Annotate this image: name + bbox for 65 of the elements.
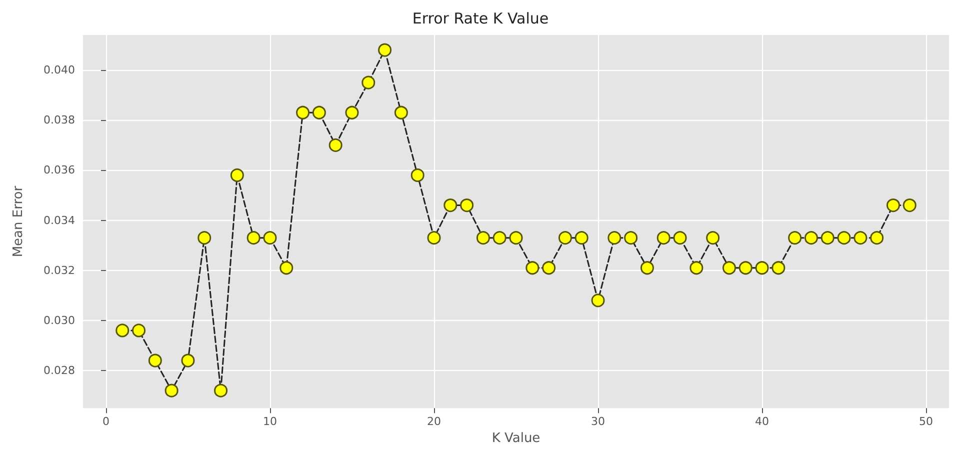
point xyxy=(820,231,834,245)
point xyxy=(460,198,474,212)
point xyxy=(198,231,212,245)
y-tick-label: 0.030 xyxy=(44,314,75,327)
point xyxy=(132,324,146,338)
chart-title: Error Rate K Value xyxy=(412,10,549,28)
point xyxy=(788,231,802,245)
point xyxy=(164,384,178,398)
y-tick-label: 0.032 xyxy=(44,264,75,277)
point xyxy=(673,231,687,245)
point xyxy=(230,168,244,182)
point xyxy=(492,231,506,245)
point xyxy=(886,198,900,212)
point xyxy=(542,261,556,275)
point xyxy=(148,354,162,368)
point xyxy=(706,231,720,245)
y-tick-label: 0.040 xyxy=(44,64,75,77)
point xyxy=(574,231,588,245)
point xyxy=(738,261,752,275)
point xyxy=(263,231,277,245)
y-axis-title: Mean Error xyxy=(11,185,26,258)
y-tick-label: 0.028 xyxy=(44,364,75,378)
x-tick-label: 50 xyxy=(919,415,934,428)
point xyxy=(722,261,736,275)
x-tick-label: 0 xyxy=(102,415,110,428)
point xyxy=(690,261,704,275)
point xyxy=(476,231,490,245)
point xyxy=(902,198,916,212)
point xyxy=(870,231,884,245)
point xyxy=(345,106,359,120)
point xyxy=(116,324,130,338)
point xyxy=(526,261,540,275)
point xyxy=(656,231,670,245)
point xyxy=(280,261,294,275)
point xyxy=(608,231,622,245)
point xyxy=(772,261,786,275)
point xyxy=(246,231,260,245)
point xyxy=(837,231,851,245)
x-tick-label: 10 xyxy=(262,415,277,428)
x-tick-label: 40 xyxy=(755,415,770,428)
point xyxy=(854,231,868,245)
point xyxy=(296,106,310,120)
point xyxy=(624,231,638,245)
y-tick-label: 0.038 xyxy=(44,114,75,127)
point xyxy=(509,231,523,245)
point xyxy=(181,354,195,368)
point xyxy=(444,198,458,212)
y-tick-label: 0.036 xyxy=(44,164,75,177)
point xyxy=(410,168,424,182)
y-tick-label: 0.034 xyxy=(44,214,75,227)
point xyxy=(328,138,342,152)
point xyxy=(378,43,392,57)
point xyxy=(755,261,769,275)
point xyxy=(312,106,326,120)
point xyxy=(394,106,408,120)
point xyxy=(362,76,376,90)
x-tick-label: 30 xyxy=(591,415,606,428)
point xyxy=(558,231,572,245)
x-axis-title: K Value xyxy=(492,431,540,446)
point xyxy=(427,231,441,245)
point xyxy=(640,261,654,275)
point xyxy=(591,294,605,308)
x-tick-label: 20 xyxy=(426,415,441,428)
point xyxy=(214,384,228,398)
point xyxy=(804,231,818,245)
